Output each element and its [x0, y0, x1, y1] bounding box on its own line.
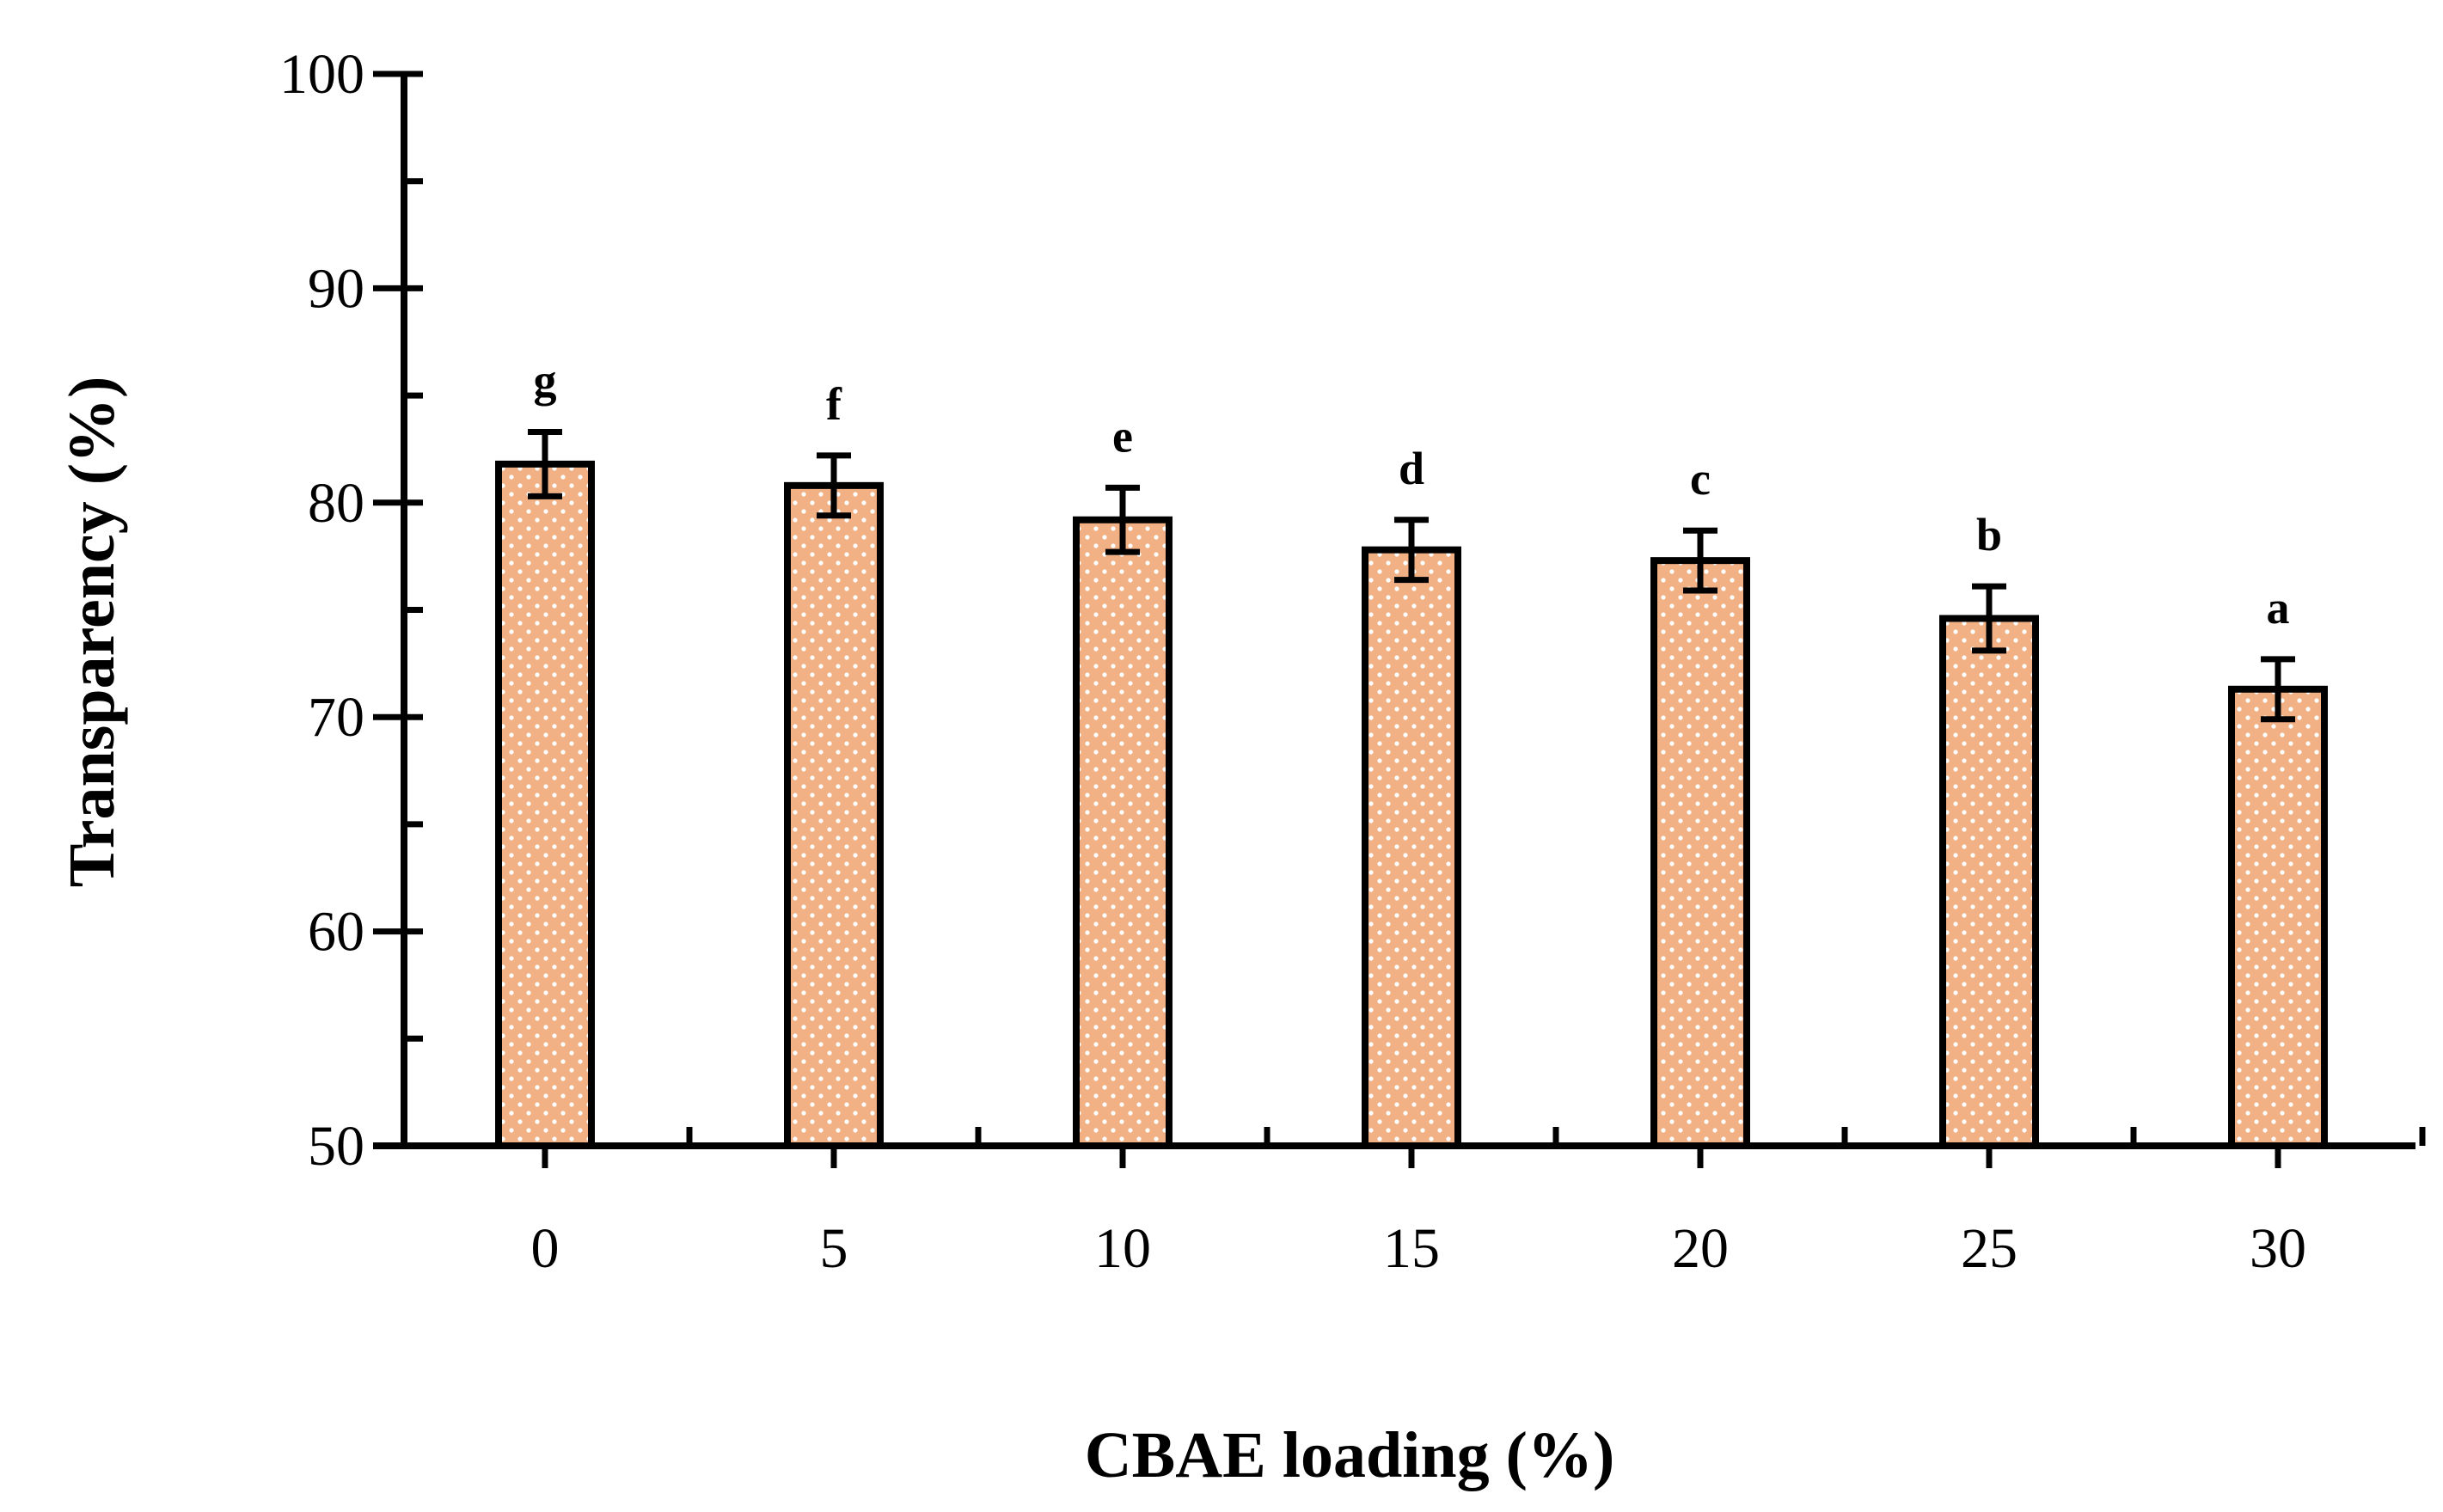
bar-25 [1939, 615, 2039, 1149]
significance-label-15: d [1399, 443, 1424, 494]
y-tick-label-70: 70 [308, 686, 364, 749]
y-tick-label-100: 100 [279, 43, 364, 106]
x-axis: 0 5 10 15 20 25 30 [373, 1127, 2426, 1280]
bar-0 [495, 460, 595, 1149]
bar-20 [1650, 557, 1750, 1149]
plot-area: g f e d c b a [495, 354, 2328, 1149]
y-tick-label-50: 50 [308, 1115, 364, 1178]
error-bar-25 [1972, 583, 2006, 654]
significance-label-20: c [1690, 453, 1711, 505]
bar-5 [784, 481, 884, 1149]
bar-10 [1073, 516, 1173, 1149]
x-tick-label-0: 0 [531, 1217, 560, 1280]
significance-label-25: b [1976, 509, 2002, 560]
error-bar-10 [1105, 484, 1140, 555]
error-bar-15 [1394, 517, 1429, 584]
y-tick-label-60: 60 [308, 901, 364, 964]
error-bar-0 [528, 428, 562, 499]
significance-label-30: a [2267, 582, 2290, 634]
error-bar-20 [1683, 527, 1717, 594]
error-bars-group [528, 428, 2295, 723]
error-bar-5 [817, 452, 851, 519]
x-tick-label-5: 5 [820, 1217, 848, 1280]
y-axis-title: Transparency (%) [56, 376, 128, 888]
significance-labels-group: g f e d c b a [534, 354, 2290, 633]
y-tick-label-80: 80 [308, 472, 364, 535]
significance-label-0: g [534, 354, 557, 406]
x-tick-label-30: 30 [2250, 1217, 2306, 1280]
y-tick-label-90: 90 [308, 257, 364, 320]
x-tick-label-15: 15 [1383, 1217, 1440, 1280]
bar-30 [2228, 685, 2328, 1149]
bar-15 [1362, 546, 1461, 1149]
error-bar-30 [2261, 656, 2295, 723]
significance-label-5: f [826, 378, 842, 430]
significance-label-10: e [1112, 410, 1133, 462]
x-tick-label-25: 25 [1961, 1217, 2017, 1280]
x-tick-label-10: 10 [1094, 1217, 1151, 1280]
x-axis-title: CBAE loading (%) [1085, 1419, 1615, 1491]
y-axis: 50 60 70 80 90 100 [279, 43, 423, 1178]
x-tick-label-20: 20 [1672, 1217, 1729, 1280]
